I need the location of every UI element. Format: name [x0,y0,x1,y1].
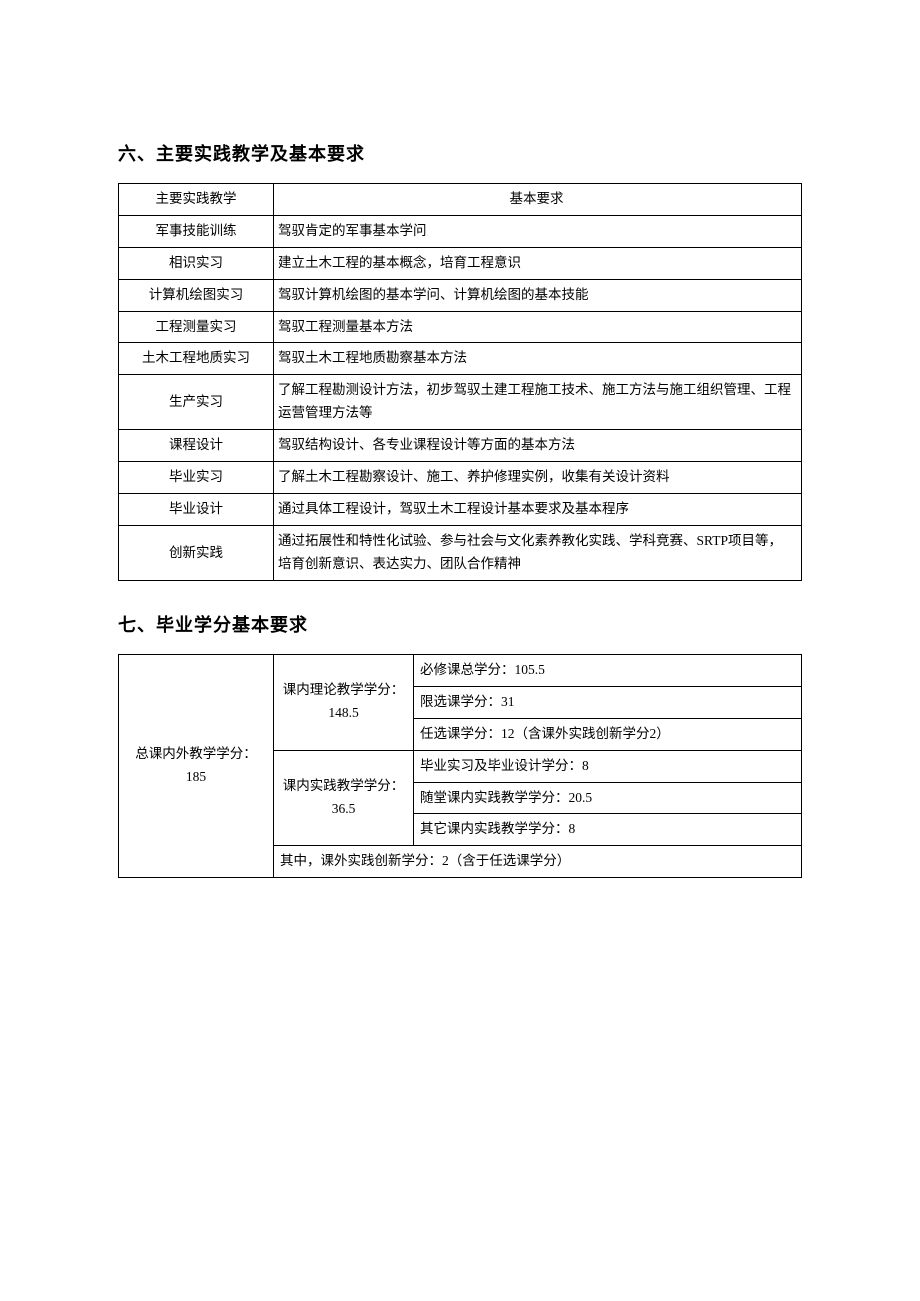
table-row: 工程测量实习 驾驭工程测量基本方法 [119,311,802,343]
row-req: 驾驭结构设计、各专业课程设计等方面的基本方法 [274,430,802,462]
row-req: 通过具体工程设计，驾驭土木工程设计基本要求及基本程序 [274,494,802,526]
row-req: 驾驭土木工程地质勘察基本方法 [274,343,802,375]
total-line2: 185 [186,769,206,784]
row-req: 通过拓展性和特性化试验、参与社会与文化素养教化实践、学科竞赛、SRTP项目等，培… [274,526,802,581]
practice-credits-cell: 课内实践教学学分： 36.5 [274,750,414,846]
extra-credits-cell: 其中，课外实践创新学分：2（含于任选课学分） [274,846,802,878]
table-row: 军事技能训练 驾驭肯定的军事基本学问 [119,215,802,247]
credit-requirements-table: 总课内外教学学分： 185 课内理论教学学分： 148.5 必修课总学分：105… [118,654,802,879]
theory-item: 任选课学分：12（含课外实践创新学分2） [414,718,802,750]
theory-item: 限选课学分：31 [414,686,802,718]
row-req: 了解土木工程勘察设计、施工、养护修理实例，收集有关设计资料 [274,462,802,494]
practice-item: 随堂课内实践教学学分：20.5 [414,782,802,814]
section7-heading: 七、毕业学分基本要求 [118,611,802,640]
practice-item: 毕业实习及毕业设计学分：8 [414,750,802,782]
row-name: 计算机绘图实习 [119,279,274,311]
row-name: 生产实习 [119,375,274,430]
row-name: 工程测量实习 [119,311,274,343]
row-req: 驾驭计算机绘图的基本学问、计算机绘图的基本技能 [274,279,802,311]
table-header-row: 主要实践教学 基本要求 [119,183,802,215]
row-name: 毕业设计 [119,494,274,526]
row-name: 军事技能训练 [119,215,274,247]
row-req: 驾驭工程测量基本方法 [274,311,802,343]
practice-line1: 课内实践教学学分： [283,778,405,793]
theory-line1: 课内理论教学学分： [283,682,405,697]
row-name: 创新实践 [119,526,274,581]
row-name: 课程设计 [119,430,274,462]
theory-line2: 148.5 [328,705,358,720]
table-row: 毕业实习 了解土木工程勘察设计、施工、养护修理实例，收集有关设计资料 [119,462,802,494]
practice-teaching-table: 主要实践教学 基本要求 军事技能训练 驾驭肯定的军事基本学问 相识实习 建立土木… [118,183,802,581]
practice-item: 其它课内实践教学学分：8 [414,814,802,846]
table-row: 课程设计 驾驭结构设计、各专业课程设计等方面的基本方法 [119,430,802,462]
total-line1: 总课内外教学学分： [135,746,257,761]
row-name: 土木工程地质实习 [119,343,274,375]
table-row: 总课内外教学学分： 185 课内理论教学学分： 148.5 必修课总学分：105… [119,654,802,686]
table-row: 计算机绘图实习 驾驭计算机绘图的基本学问、计算机绘图的基本技能 [119,279,802,311]
row-req: 建立土木工程的基本概念，培育工程意识 [274,247,802,279]
table-row: 毕业设计 通过具体工程设计，驾驭土木工程设计基本要求及基本程序 [119,494,802,526]
header-col2: 基本要求 [274,183,802,215]
row-req: 了解工程勘测设计方法，初步驾驭土建工程施工技术、施工方法与施工组织管理、工程运营… [274,375,802,430]
theory-credits-cell: 课内理论教学学分： 148.5 [274,654,414,750]
header-col1: 主要实践教学 [119,183,274,215]
table-row: 生产实习 了解工程勘测设计方法，初步驾驭土建工程施工技术、施工方法与施工组织管理… [119,375,802,430]
row-req: 驾驭肯定的军事基本学问 [274,215,802,247]
table-row: 创新实践 通过拓展性和特性化试验、参与社会与文化素养教化实践、学科竞赛、SRTP… [119,526,802,581]
table-row: 相识实习 建立土木工程的基本概念，培育工程意识 [119,247,802,279]
section6-heading: 六、主要实践教学及基本要求 [118,140,802,169]
row-name: 毕业实习 [119,462,274,494]
total-credits-cell: 总课内外教学学分： 185 [119,654,274,878]
row-name: 相识实习 [119,247,274,279]
table-row: 土木工程地质实习 驾驭土木工程地质勘察基本方法 [119,343,802,375]
theory-item: 必修课总学分：105.5 [414,654,802,686]
practice-line2: 36.5 [332,801,356,816]
